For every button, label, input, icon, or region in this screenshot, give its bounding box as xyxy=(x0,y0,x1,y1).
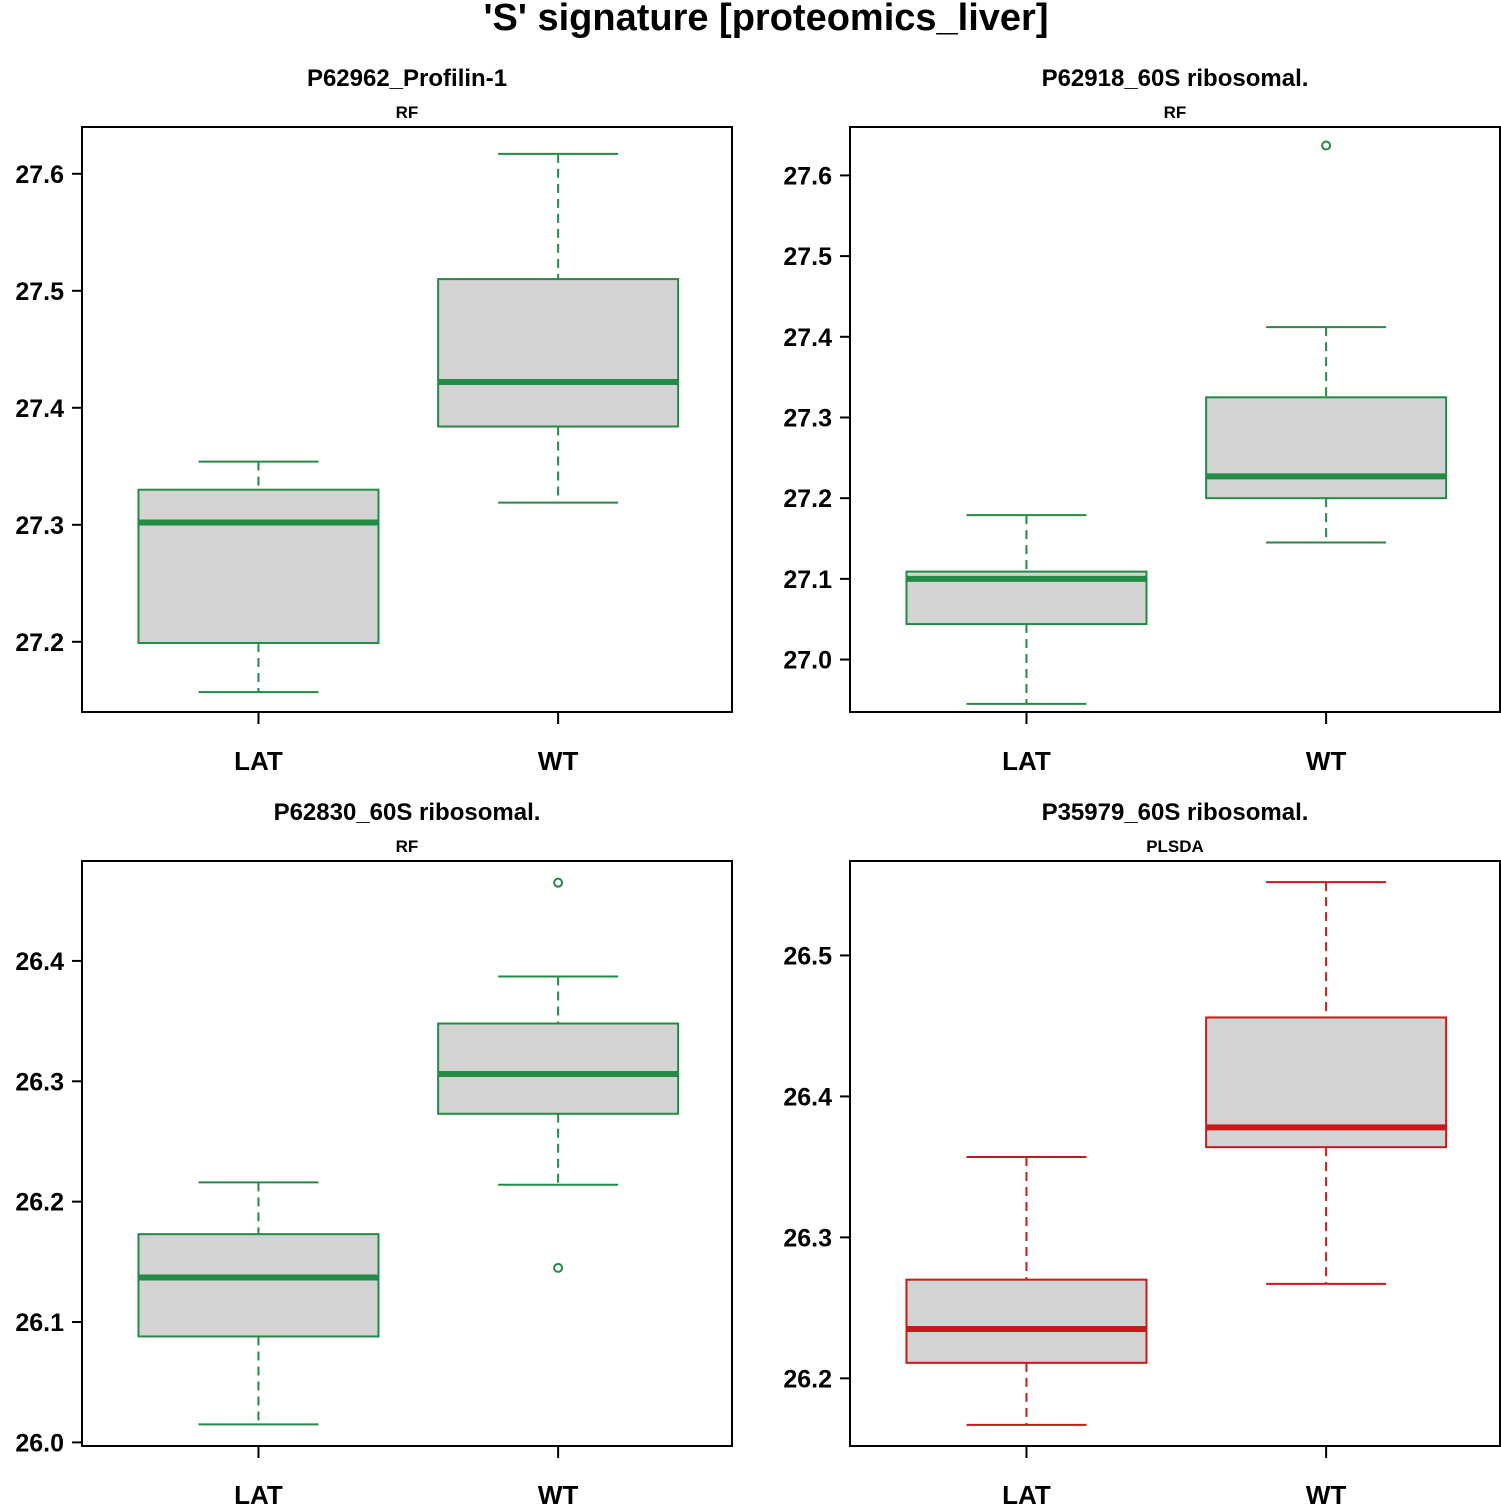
x-category-label: WT xyxy=(1306,1480,1347,1505)
x-category-label: LAT xyxy=(234,1480,283,1505)
box-lat xyxy=(905,1156,1148,1426)
iqr-box xyxy=(137,1233,380,1338)
y-tick-label: 26.4 xyxy=(15,948,64,976)
iqr-box xyxy=(437,278,680,428)
y-tick-label: 27.2 xyxy=(783,485,832,513)
iqr-box xyxy=(137,488,380,644)
y-tick-label: 27.5 xyxy=(15,278,64,306)
panel-subtitle: PLSDA xyxy=(1146,837,1204,856)
panel-3: P62830_60S ribosomal. RF 26.0 26.1 26.2 26.3 2… xyxy=(15,799,733,1505)
box-wt xyxy=(1205,881,1448,1285)
panel-subtitle: RF xyxy=(1164,103,1187,122)
x-category-label: LAT xyxy=(1002,1480,1051,1505)
x-category-label: WT xyxy=(538,746,579,776)
box-lat xyxy=(137,1181,380,1426)
box-lat xyxy=(137,460,380,694)
x-category-label: LAT xyxy=(1002,746,1051,776)
panel-1: P62962_Profilin-1 RF 27.2 27.3 27.4 27.5 27.6 L… xyxy=(15,65,733,776)
y-tick-label: 27.0 xyxy=(783,647,832,675)
y-tick-label: 27.4 xyxy=(783,324,832,352)
panel-subtitle: RF xyxy=(396,837,419,856)
y-tick-label: 26.2 xyxy=(783,1365,832,1393)
panels: P62962_Profilin-1 RF 27.2 27.3 27.4 27.5 27.6 L… xyxy=(15,65,1501,1505)
box-lat xyxy=(905,514,1148,705)
iqr-box xyxy=(437,1022,680,1115)
panel-2: P62918_60S ribosomal. RF 27.0 27.1 27.2 27.3 2… xyxy=(783,65,1501,776)
iqr-box xyxy=(1205,396,1448,500)
y-tick-label: 27.3 xyxy=(15,512,64,540)
iqr-box xyxy=(905,1278,1148,1364)
plot-frame xyxy=(81,860,733,1447)
box-wt xyxy=(437,152,680,504)
plot-frame xyxy=(849,126,1501,713)
panel-4: P35979_60S ribosomal. PLSDA 26.2 26.3 26.4 26… xyxy=(783,799,1501,1505)
plot-frame xyxy=(849,860,1501,1447)
box-wt xyxy=(437,877,680,1273)
panel-title: P62918_60S ribosomal. xyxy=(1042,65,1309,92)
y-tick-label: 27.4 xyxy=(15,395,64,423)
x-category-label: WT xyxy=(1306,746,1347,776)
figure-title: 'S' signature [proteomics_liver] xyxy=(483,0,1048,39)
y-tick-label: 26.4 xyxy=(783,1083,832,1111)
outlier-point xyxy=(1321,140,1332,151)
panel-title: P35979_60S ribosomal. xyxy=(1042,799,1309,826)
x-category-label: LAT xyxy=(234,746,283,776)
panel-subtitle: RF xyxy=(396,103,419,122)
outlier-point xyxy=(553,1262,564,1273)
outlier-point xyxy=(553,877,564,888)
y-tick-label: 26.3 xyxy=(783,1224,832,1252)
y-tick-label: 26.0 xyxy=(15,1429,64,1457)
y-tick-label: 26.2 xyxy=(15,1189,64,1217)
panel-title: P62962_Profilin-1 xyxy=(307,65,507,92)
x-category-label: WT xyxy=(538,1480,579,1505)
y-tick-label: 27.3 xyxy=(783,404,832,432)
box-wt xyxy=(1205,140,1448,544)
plot-frame xyxy=(81,126,733,713)
y-tick-label: 27.1 xyxy=(783,566,832,594)
y-tick-label: 26.1 xyxy=(15,1309,64,1337)
y-tick-label: 26.5 xyxy=(783,942,832,970)
y-tick-label: 27.6 xyxy=(783,162,832,190)
y-tick-label: 27.6 xyxy=(15,161,64,189)
panel-title: P62830_60S ribosomal. xyxy=(274,799,541,826)
y-tick-label: 27.2 xyxy=(15,629,64,657)
y-tick-label: 27.5 xyxy=(783,243,832,271)
y-tick-label: 26.3 xyxy=(15,1068,64,1096)
